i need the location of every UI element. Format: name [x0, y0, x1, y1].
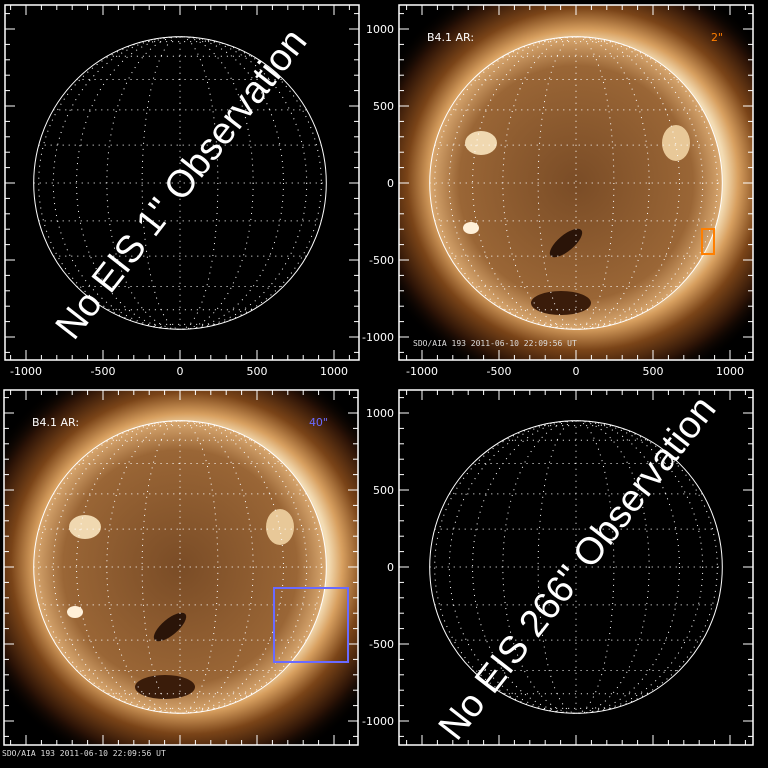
slit-width-label: 2" — [711, 31, 723, 44]
x-tick-label: 500 — [247, 365, 268, 378]
longitude-line — [448, 36, 704, 330]
panel-bottom-right: 1000 500 0 -500 -1000 No EIS 266" Observation — [362, 389, 754, 748]
plot-area — [33, 36, 327, 330]
x-tick-label: -1000 — [10, 365, 42, 378]
longitude-line — [502, 420, 650, 714]
x-tick-label: 500 — [643, 365, 664, 378]
longitude-line — [141, 420, 219, 714]
longitude-line — [537, 36, 615, 330]
longitude-line — [502, 36, 650, 330]
active-region — [662, 125, 690, 161]
coronal-hole — [153, 612, 187, 642]
longitude-line — [472, 36, 680, 330]
solar-disk — [429, 36, 723, 330]
y-tick-label: -500 — [369, 254, 394, 267]
eis-field-of-view-box — [701, 228, 715, 255]
x-tick-label: 1000 — [320, 365, 348, 378]
slit-width-label: 40" — [309, 416, 328, 429]
panel-top-left: -1000 -500 0 500 1000 No EIS 1" Observation — [4, 4, 360, 378]
no-observation-message: No EIS 266" Observation — [431, 389, 725, 748]
heliographic-grid — [429, 420, 723, 714]
longitude-line — [537, 420, 615, 714]
plot-area — [399, 5, 753, 360]
plot-area — [429, 420, 723, 714]
y-tick-label: 500 — [373, 100, 394, 113]
active-region — [266, 509, 294, 545]
active-region — [67, 606, 83, 618]
active-region — [69, 515, 101, 539]
eis-field-of-view-box — [273, 587, 349, 663]
x-tick-label: 0 — [573, 365, 580, 378]
longitude-line — [434, 36, 718, 330]
solar-limb — [33, 36, 327, 330]
longitude-line — [448, 420, 704, 714]
longitude-line — [52, 420, 308, 714]
heliographic-grid — [429, 36, 723, 330]
longitude-line — [106, 420, 254, 714]
coronal-hole — [531, 291, 591, 315]
longitude-line — [52, 36, 308, 330]
longitude-line — [76, 36, 284, 330]
heliographic-grid — [33, 420, 327, 714]
y-tick-label: 1000 — [366, 407, 394, 420]
y-tick-label: 1000 — [366, 23, 394, 36]
y-tick-label: -1000 — [362, 715, 394, 728]
y-tick-label: 0 — [387, 177, 394, 190]
longitude-line — [472, 420, 680, 714]
instrument-footer: SDO/AIA 193 2011-06-10 22:09:56 UT — [2, 749, 166, 758]
longitude-line — [38, 420, 322, 714]
coronal-hole — [135, 675, 195, 699]
plot-area — [4, 390, 358, 745]
coronal-hole — [549, 228, 583, 258]
x-tick-label: -1000 — [406, 365, 438, 378]
panel-bottom-left: B4.1 AR: 40" SDO/AIA 193 2011-06-10 22:09:… — [2, 389, 359, 758]
active-region — [465, 131, 497, 155]
solar-disk — [33, 420, 327, 714]
x-tick-label: -500 — [91, 365, 116, 378]
panel-top-right: -1000 -500 0 500 1000 1000 500 0 -500 -1000 B4.1 A… — [362, 4, 754, 378]
x-tick-label: 0 — [177, 365, 184, 378]
longitude-line — [141, 36, 219, 330]
y-tick-label: 0 — [387, 561, 394, 574]
y-tick-label: -1000 — [362, 331, 394, 344]
ar-label: B4.1 AR: — [32, 416, 79, 429]
instrument-footer: SDO/AIA 193 2011-06-10 22:09:56 UT — [413, 339, 577, 348]
y-tick-label: 500 — [373, 484, 394, 497]
longitude-line — [106, 36, 254, 330]
active-region — [463, 222, 479, 234]
no-observation-message: No EIS 1" Observation — [48, 21, 316, 347]
y-tick-label: -500 — [369, 638, 394, 651]
longitude-line — [434, 420, 718, 714]
longitude-line — [76, 420, 284, 714]
x-tick-label: -500 — [487, 365, 512, 378]
x-tick-label: 1000 — [716, 365, 744, 378]
ar-label: B4.1 AR: — [427, 31, 474, 44]
heliographic-grid — [33, 36, 327, 330]
longitude-line — [38, 36, 322, 330]
